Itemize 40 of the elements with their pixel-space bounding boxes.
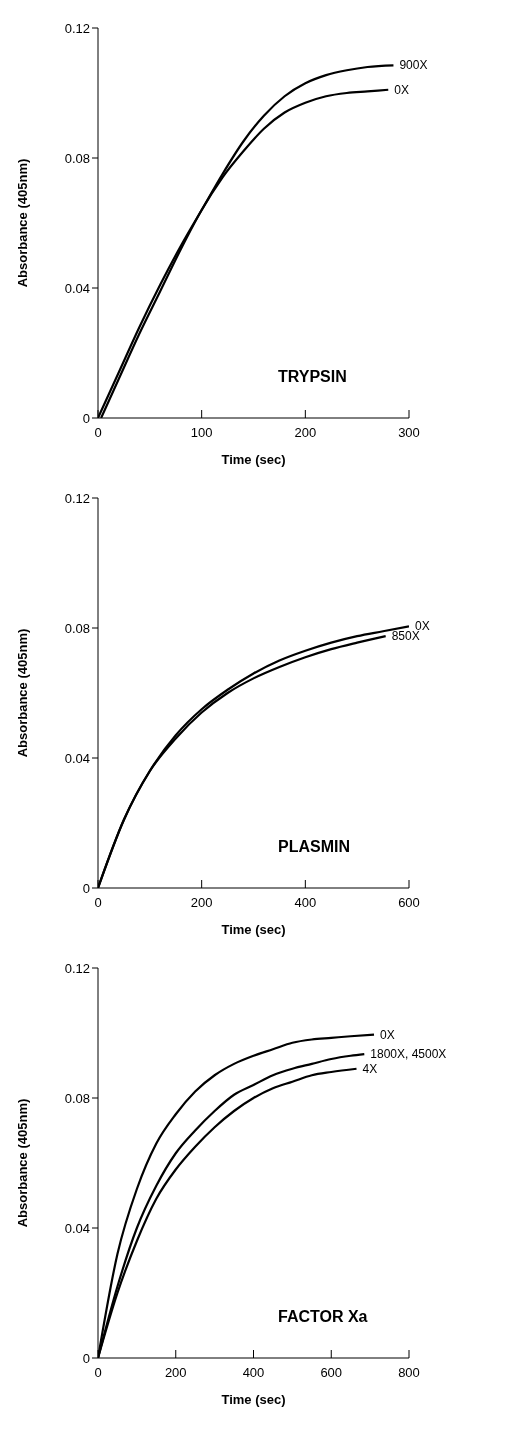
text: FACTOR Xa <box>278 1308 368 1326</box>
x-tick-label: 200 <box>190 895 213 911</box>
y-tick-label: 0 <box>82 880 90 896</box>
x-tick-label: 200 <box>294 425 317 441</box>
x-axis-title: Time (sec) <box>221 922 286 937</box>
x-axis-title: Time (sec) <box>221 1392 286 1407</box>
x-tick-label: 100 <box>190 425 213 441</box>
series-label: 0X <box>394 82 409 97</box>
y-tick-label: 0 <box>82 1350 90 1366</box>
text: TRYPSIN <box>278 368 347 386</box>
x-tick-label: 400 <box>294 895 317 911</box>
series-label: 900X <box>399 58 428 73</box>
x-tick-label: 300 <box>398 425 420 441</box>
y-axis-title: Absorbance (405nm) <box>14 158 30 288</box>
y-tick-label: 0.12 <box>64 960 90 976</box>
series-label: 1800X, 4500X <box>370 1047 447 1062</box>
y-axis-title: Absorbance (405nm) <box>14 628 30 758</box>
x-tick-label: 0 <box>94 1365 102 1381</box>
y-tick-label: 0.08 <box>64 150 90 166</box>
y-axis-title: Absorbance (405nm) <box>14 1098 30 1228</box>
x-tick-label: 0 <box>94 425 102 441</box>
y-tick-label: 0 <box>82 410 90 426</box>
y-tick-label: 0.04 <box>64 280 90 296</box>
x-tick-label: 200 <box>164 1365 187 1381</box>
y-tick-label: 0.04 <box>64 1220 90 1236</box>
x-tick-label: 600 <box>398 895 420 911</box>
x-tick-label: 0 <box>94 895 102 911</box>
y-tick-label: 0.04 <box>64 750 90 766</box>
series-label: 4X <box>362 1061 378 1076</box>
series-label: 0X <box>380 1027 395 1042</box>
y-tick-label: 0.12 <box>64 490 90 506</box>
x-axis-title: Time (sec) <box>221 452 286 467</box>
y-tick-label: 0.08 <box>64 1090 90 1106</box>
y-tick-label: 0.12 <box>64 20 90 36</box>
text: PLASMIN <box>278 838 350 856</box>
x-tick-label: 600 <box>320 1365 343 1381</box>
y-tick-label: 0.08 <box>64 620 90 636</box>
x-tick-label: 800 <box>398 1365 420 1381</box>
x-tick-label: 400 <box>242 1365 265 1381</box>
series-label: 850X <box>391 629 420 644</box>
